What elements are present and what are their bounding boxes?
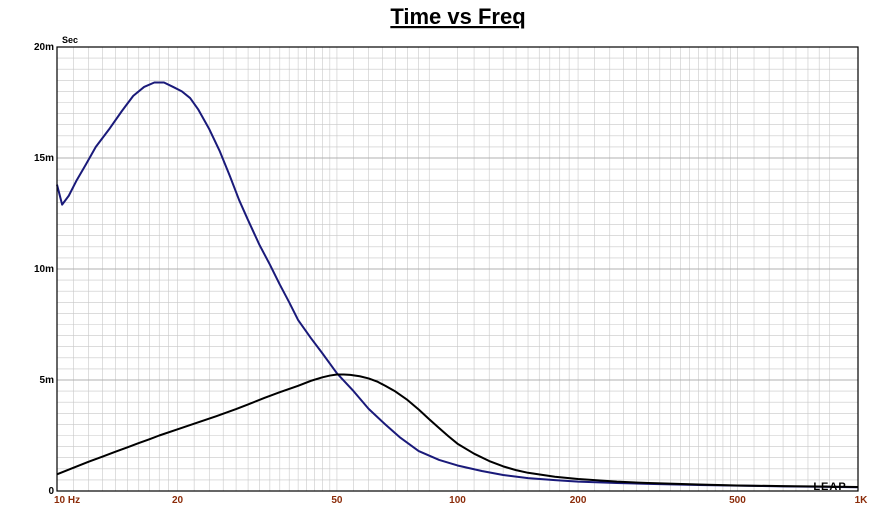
chart-title: Time vs Freq xyxy=(390,4,525,29)
x-tick-label: 200 xyxy=(570,495,587,506)
y-tick-label: 0 xyxy=(48,486,54,497)
plot-frame xyxy=(56,46,859,492)
grid-lines xyxy=(57,47,858,491)
y-axis-label: Sec xyxy=(62,35,78,45)
tick-labels: 10 Hz 20 50 100 200 500 1K 0 5m 10m 15m 20m xyxy=(34,42,868,506)
y-tick-label: 10m xyxy=(34,264,54,275)
x-tick-label: 1K xyxy=(855,495,869,506)
x-tick-label: 100 xyxy=(449,495,466,506)
y-tick-label: 15m xyxy=(34,153,54,164)
y-tick-label: 5m xyxy=(40,375,55,386)
x-tick-label: 500 xyxy=(729,495,746,506)
leap-watermark: LEAP xyxy=(813,481,846,493)
series-line-1 xyxy=(56,81,859,489)
y-tick-label: 20m xyxy=(34,42,54,53)
series-line-2 xyxy=(56,373,859,488)
series-layer xyxy=(56,81,859,489)
x-tick-label: 10 Hz xyxy=(54,495,80,506)
x-tick-label: 20 xyxy=(172,495,184,506)
x-tick-label: 50 xyxy=(331,495,343,506)
